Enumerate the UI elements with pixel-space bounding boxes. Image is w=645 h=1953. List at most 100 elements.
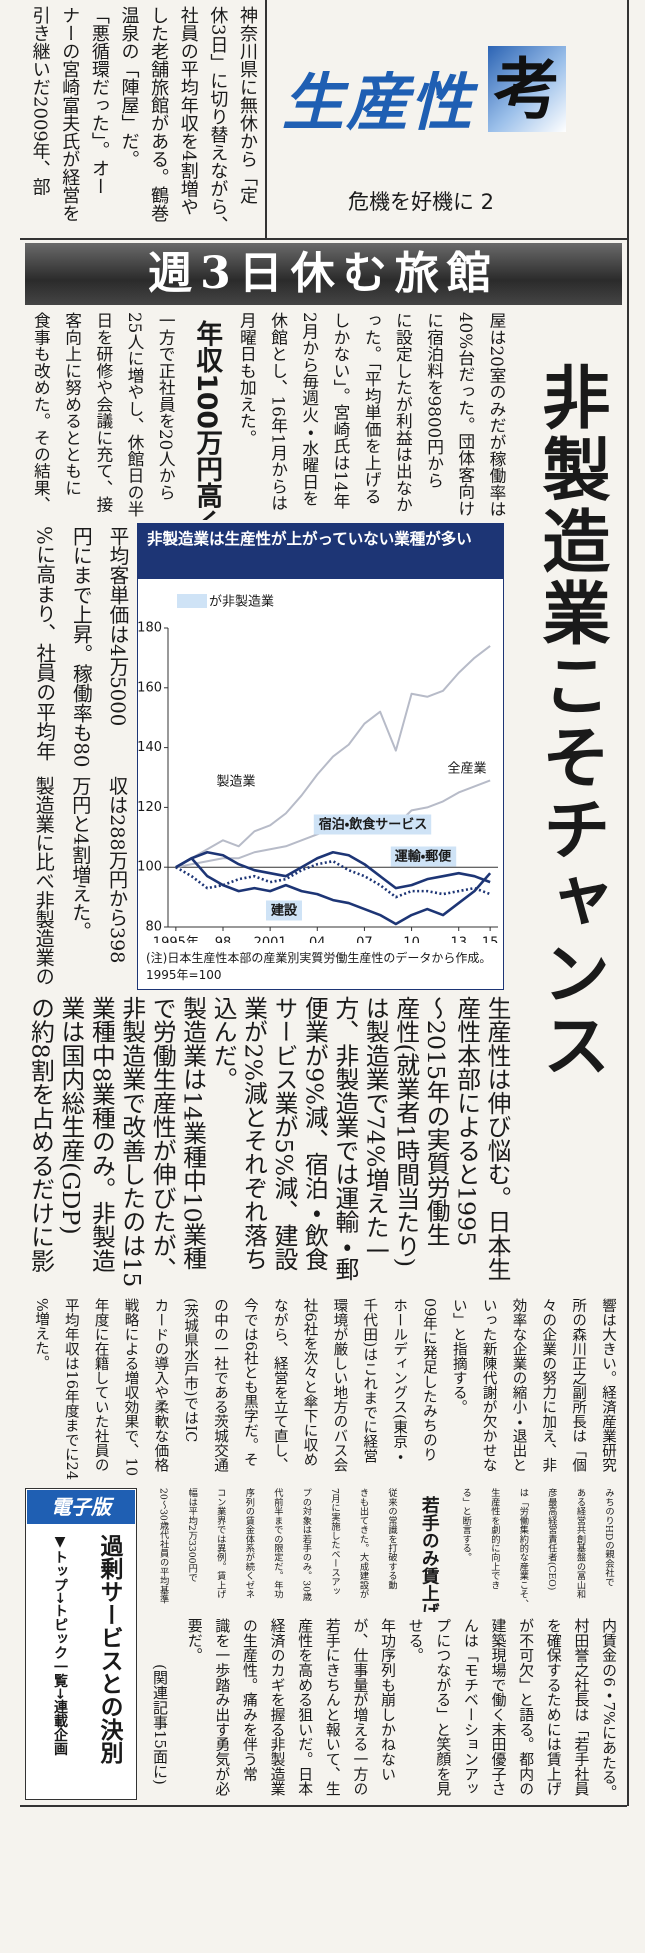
text-column: に設定したが利益は出なか — [393, 312, 414, 513]
text-column: 製造業に比べ非製造業の — [32, 776, 56, 986]
series-label: 全産業 — [447, 761, 486, 777]
text-column: プにつながる」と笑顔を見 — [434, 1618, 452, 1796]
text-column: 20～30歳代社員の平均基準 — [157, 1488, 169, 1604]
text-column: 便業が9%減、宿泊・飲食 — [300, 996, 329, 1272]
text-column: ホールディングス(東京・ — [391, 1298, 408, 1464]
digital-title: 過剰サービスとの決別 — [96, 1534, 122, 1764]
text-column: 40%台だった。団体客向け — [455, 312, 476, 517]
series-mark: 考 — [488, 46, 566, 132]
legend-swatch — [177, 594, 207, 608]
related-note: (関連記事15面に) — [151, 1664, 169, 1785]
text-column: 若手にきちんと報いて、生 — [323, 1618, 341, 1796]
article-tier: 響は大きい。経済産業研究 所の森川正之副所長は「個 々の企業の努力に加え、非 効率な企… — [25, 1298, 622, 1482]
text-column: しかない」。宮崎氏は14年 — [330, 312, 351, 509]
text-column: 産性本部によると1995 — [452, 996, 481, 1247]
text-column: 戦略による増収効果で、10 — [122, 1298, 139, 1477]
text-column: の約8割を占めるだけに影 — [26, 996, 55, 1273]
text-column: 込んだ。 — [209, 996, 238, 1091]
main-headline: 非製造業こそチャンス — [530, 362, 610, 1082]
article-tier: 神奈川県に無休から「定 休3日」に切り替えながら、 社員の平均年収を4割増や した老舗… — [25, 6, 262, 237]
label-box — [390, 846, 457, 867]
text-column: 引き継いだ2009年、部 — [29, 6, 51, 196]
text-column: は「労働集約的な産業こそ、 — [517, 1488, 529, 1608]
legend-label: が非製造業 — [209, 594, 274, 610]
text-column: 今では6社とも黒字だ。そ — [241, 1298, 258, 1467]
text-column: 社員の平均年収を4割増や — [177, 6, 199, 216]
subheading: 年収100万円高く — [191, 320, 223, 520]
text-column: 円にまで上昇。稼働率も80 — [69, 526, 93, 768]
y-tick-label: 160 — [137, 680, 162, 695]
text-column: 序列の賃金体系が続くゼネ — [243, 1488, 255, 1599]
text-column: カードの導入や柔軟な価格 — [152, 1298, 169, 1473]
article-tier: 屋は20室のみだが稼働率は 40%台だった。団体客向け に宿泊料を9800円から に設… — [25, 312, 512, 520]
text-column: ナーの宮崎富夫氏が経営を — [59, 6, 81, 223]
text-column: 09年に発足したみちのり — [420, 1298, 437, 1462]
y-tick-label: 140 — [137, 740, 162, 755]
text-column: 効率な企業の縮小・退出と — [510, 1298, 527, 1473]
series-line — [175, 856, 492, 926]
series-label: 製造業 — [216, 774, 255, 790]
chart-title: 非製造業は生産性が上がっていない業種が多い — [137, 523, 504, 579]
text-column: 一方で正社員を20人から — [156, 312, 177, 501]
series-label: 運輸・郵便 — [395, 849, 452, 865]
text-column: 業が2%減とそれぞれ落ち — [239, 996, 268, 1272]
text-column: 幅は平均2万3300円で — [186, 1488, 198, 1582]
series-label: 建設 — [270, 903, 298, 919]
divider — [265, 0, 267, 238]
text-column: %に高まり、社員の平均年 — [32, 526, 56, 762]
text-column: 千代田)はこれまでに経営 — [361, 1298, 378, 1464]
text-column: い」と指摘する。 — [450, 1298, 467, 1415]
text-column: を確保するためには賃上げ — [544, 1618, 562, 1796]
article-tier: 生産性は伸び悩む。日本生 産性本部によると1995 ～2015年の実質労働生 産性(就… — [25, 996, 512, 1290]
text-column: 客向上に努めるとともに — [62, 312, 83, 496]
text-column: 産性を高める狙いだ。日本 — [296, 1618, 314, 1796]
x-tick-label: 2001 — [254, 936, 287, 944]
text-column: ある経営共創基盤の冨山和 — [574, 1488, 586, 1599]
text-column: 休館とし、16年1月からは — [268, 312, 289, 512]
text-column: んは「モチベーションアッ — [461, 1618, 479, 1796]
chart: 80 100 120 140 160 180 1995年 98 2001 04 07 10 13 15 が非… — [137, 594, 498, 944]
y-tick-label: 80 — [145, 920, 162, 935]
digital-label: 電子版 — [27, 1490, 135, 1524]
text-column: で労働生産性が伸びたが、 — [148, 996, 177, 1281]
y-tick-label: 100 — [137, 860, 162, 875]
text-column: 年度に在籍していた社員の — [92, 1298, 109, 1473]
text-column: った。「平均単価を上げる — [362, 312, 383, 505]
text-column: 日を研修や会議に充て、接 — [93, 312, 114, 513]
text-column: の生産性。痛みを伴う常 — [240, 1618, 258, 1782]
text-column: 社6社を次々と傘下に収め — [301, 1298, 318, 1467]
x-tick-label: 13 — [450, 936, 467, 944]
text-column: ～2015年の実質労働生 — [422, 996, 451, 1247]
article-tier: 内賃金の6・7%にあたる。 村田誉之社長は「若手社員 を確保するためには賃上げ が不可… — [180, 1618, 622, 1800]
text-column: 平均客単価は4万5000 — [106, 526, 129, 727]
text-column: 環境が厳しい地方のバス会 — [331, 1298, 348, 1473]
text-column: る」と断言する。 — [460, 1488, 472, 1562]
text-column: 要だ。 — [185, 1618, 203, 1663]
article-tier: 収は288万円から398 万円と4割増えた。 製造業に比べ非製造業の — [25, 776, 135, 990]
text-column: 平均年収は16年度までに24 — [62, 1298, 79, 1481]
text-column: %増えた。 — [32, 1298, 49, 1370]
text-column: した老舗旅館がある。鶴巻 — [148, 6, 170, 223]
text-column: 7月に実施したベースアッ — [328, 1488, 340, 1596]
digital-box — [25, 1488, 137, 1800]
text-column: 年功序列も崩しかねない — [379, 1618, 396, 1782]
text-column: 方、非製造業では運輸・郵 — [330, 996, 359, 1281]
divider — [627, 0, 629, 1806]
text-column: サービス業が5%減、建設 — [269, 996, 298, 1272]
text-column: みちのりHDの親会社で — [603, 1488, 614, 1587]
text-column: きも出てきた。大成建設が — [357, 1488, 369, 1599]
text-column: コン業界では異例。賃上げ — [214, 1488, 226, 1599]
subheading: 若手のみ賃上げ — [418, 1496, 439, 1612]
text-column: 2月から毎週火・水曜日を — [299, 312, 320, 507]
y-tick-label: 120 — [137, 800, 162, 815]
text-column: プの対象は若手のみ。30歳 — [300, 1488, 312, 1602]
text-column: が不可欠」と語る。都内の — [517, 1618, 535, 1796]
series-line — [175, 850, 491, 890]
series-title: 生産性 — [282, 66, 475, 139]
text-column: 屋は20室のみだが稼働率は — [487, 312, 507, 518]
text-column: 業は国内総生産(GDP) — [56, 996, 85, 1235]
label-box — [313, 814, 432, 835]
text-column: 温泉の「陣屋」だ。 — [118, 6, 140, 169]
text-column: 万円と4割増えた。 — [69, 776, 93, 941]
